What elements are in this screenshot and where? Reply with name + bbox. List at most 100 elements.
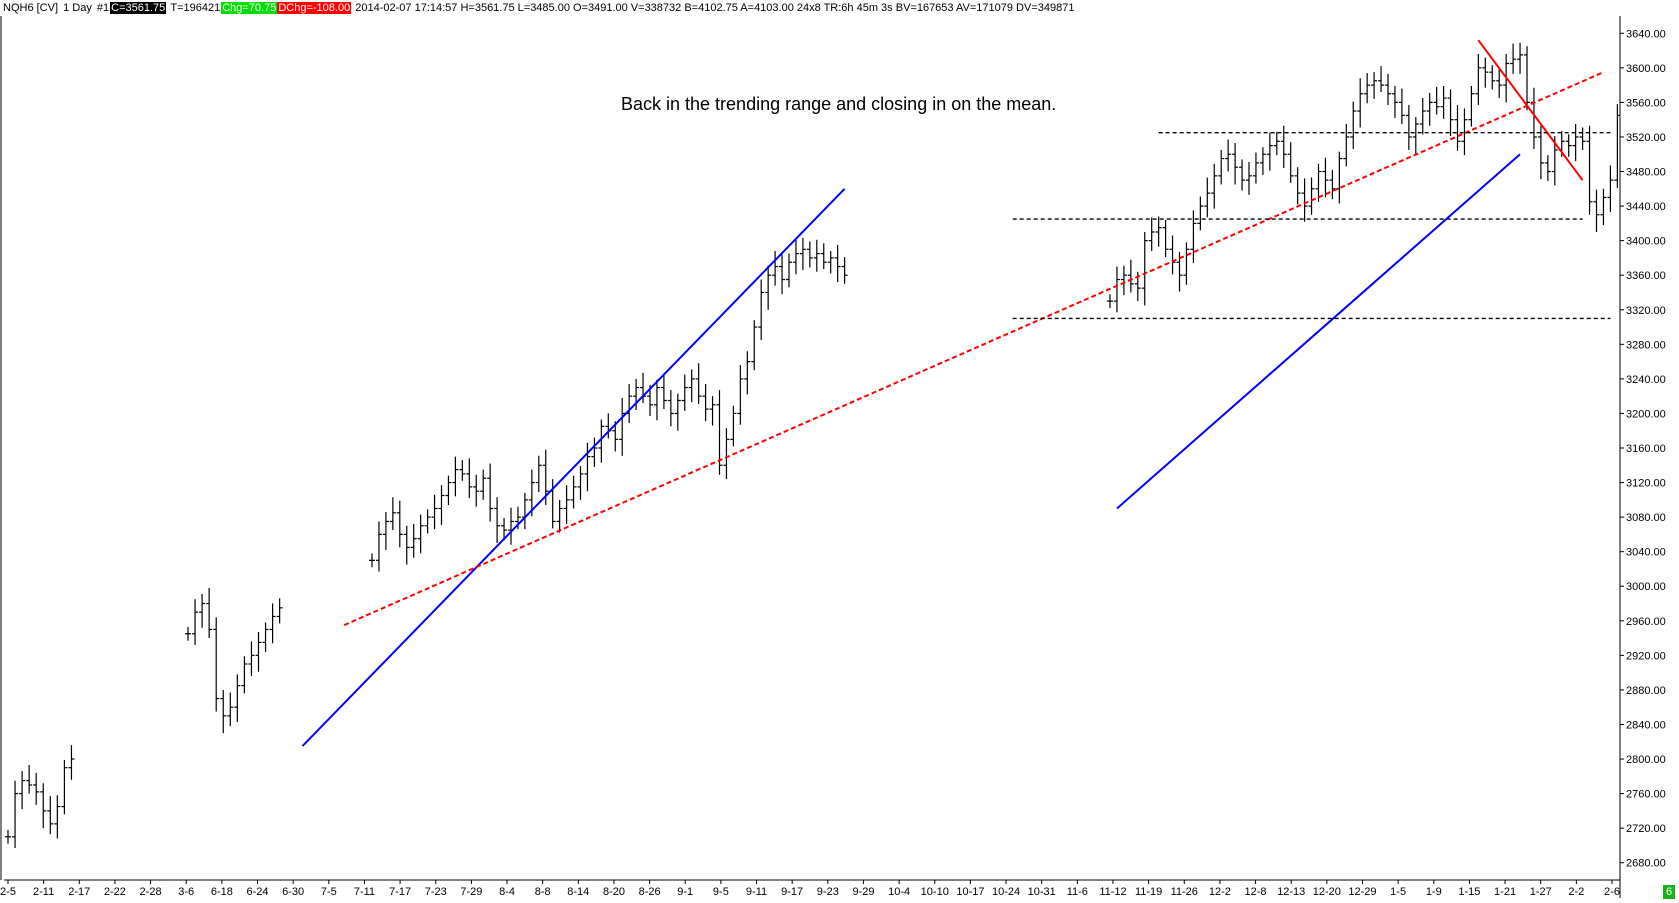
ohlc-bar [1517,42,1524,74]
ohlc-bars [5,42,1621,849]
downtrend-line [1477,39,1584,181]
ohlc-bar [1120,265,1127,296]
ohlc-bar [716,390,723,475]
ohlc-bar [382,511,389,550]
x-tick-label: 9-29 [852,886,874,898]
ohlc-bar [841,257,848,284]
symbol-label: NQH6 [CV] [3,2,59,14]
ohlc-bar [1447,89,1454,137]
ohlc-bar [1524,46,1530,111]
x-tick-label: 2-28 [140,886,162,898]
ohlc-bar [1252,152,1259,184]
x-tick-label: 2-22 [104,886,126,898]
ohlc-bar [820,243,827,270]
ohlc-bar [1315,163,1322,202]
ohlc-bar [19,771,26,810]
ohlc-bar [681,374,688,411]
ohlc-bar [234,674,241,722]
ohlc-bar [535,455,542,493]
ohlc-bar [1426,92,1433,126]
ohlc-bar [54,795,61,839]
y-tick-label: 2960.00 [1626,616,1666,628]
ticks-value: T=196421 [170,2,221,14]
ohlc-bar [1433,86,1440,115]
ohlc-bar [466,458,473,499]
ohlc-bar [1301,178,1308,222]
y-tick-label: 3440.00 [1626,201,1666,213]
ohlc-bar [1294,167,1301,205]
ohlc-bar [1329,169,1336,200]
x-tick-label: 11-19 [1135,886,1162,898]
x-tick-label: 10-31 [1028,886,1056,898]
ohlc-bar [1190,210,1197,264]
ohlc-bar [758,279,765,340]
ohlc-bar [1336,151,1343,204]
ohlc-bar [765,265,772,310]
ohlc-bar [570,475,577,509]
ohlc-bar [220,689,227,734]
ohlc-bar [702,384,709,422]
y-tick-label: 3560.00 [1626,97,1666,109]
ohlc-bar [487,463,494,522]
y-tick-label: 3600.00 [1626,63,1666,75]
x-tick-label: 7-17 [389,886,411,898]
x-tick-label: 12-20 [1313,886,1341,898]
ohlc-bar [424,509,431,534]
y-tick-label: 2800.00 [1626,754,1666,766]
ohlc-bar [1482,57,1489,88]
ohlc-bar [480,469,487,500]
ohlc-bar [827,251,834,274]
ohlc-bar [667,390,674,427]
y-tick-label: 2680.00 [1626,858,1666,870]
ohlc-bar [1232,143,1239,185]
ohlc-bar [445,475,452,506]
ohlc-bar [192,599,199,645]
x-tick-label: 10-4 [888,886,910,898]
x-tick-label: 9-23 [817,886,839,898]
x-tick-label: 8-20 [603,886,625,898]
y-tick-label: 3640.00 [1626,28,1666,40]
ohlc-bar [1565,134,1572,157]
ohlc-bar [185,626,191,641]
ohlc-bar [1141,232,1148,306]
corner-badge: 6 [1663,885,1675,899]
ohlc-bar [1357,78,1364,128]
y-tick-label: 3360.00 [1626,270,1666,282]
x-tick-label: 2-2 [1568,886,1584,898]
ohlc-bar [1350,101,1357,150]
ohlc-bar [501,517,508,541]
ohlc-bar [255,632,262,672]
chart-index-label: #1 [96,2,110,14]
ohlc-bar [375,521,382,572]
ohlc-bar [1537,125,1544,180]
x-tick-label: 8-26 [639,886,661,898]
ohlc-bar [584,442,591,492]
ohlc-bar [1127,259,1134,293]
ohlc-bar [1600,188,1607,226]
ohlc-bar [786,253,792,288]
x-tick-label: 2-6 [1604,886,1620,898]
ohlc-bar [1183,242,1190,285]
ohlc-bar [1308,177,1315,215]
x-tick-label: 9-17 [781,886,803,898]
ohlc-bar [1343,124,1350,167]
ohlc-bar [199,594,206,628]
x-tick-label: 2-17 [68,886,90,898]
ohlc-bar [633,378,640,410]
ohlc-bar [577,466,584,500]
ohlc-bar [241,656,248,694]
ohlc-bar [12,780,19,849]
close-value: C=3561.75 [110,2,167,14]
chart-annotation: Back in the trending range and closing i… [621,94,1057,114]
x-tick-label: 8-8 [535,886,551,898]
ohlc-bar [1266,132,1273,171]
ohlc-bar [369,553,375,568]
ohlc-bar [1398,88,1405,124]
ohlc-bar [431,494,438,530]
x-tick-label: 1-15 [1458,886,1480,898]
ohlc-bar [619,397,626,456]
x-tick-label: 1-5 [1390,886,1406,898]
axis-labels: 2680.00 2720.00 2760.00 2800.00 2840.00 2880.… [0,28,1666,898]
